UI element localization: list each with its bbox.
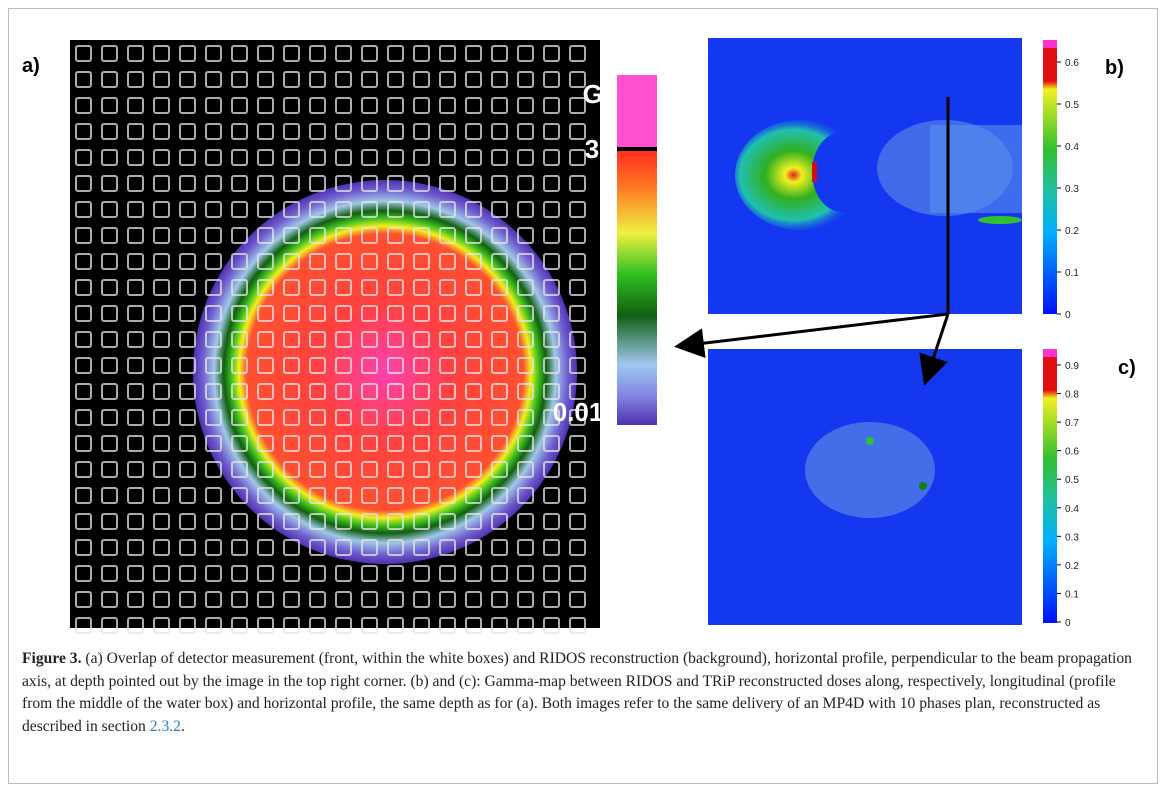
colorbar-tick-label: 0.5 (1065, 100, 1079, 111)
hot-spot (919, 482, 927, 490)
colorbar-tick-label: 0.2 (1065, 561, 1079, 572)
colorbar-top (1043, 40, 1057, 48)
texture-region (930, 125, 1022, 213)
page: Gy 3 0.01 a) b) c) 0 0.1 0.2 0.3 0.4 0.5 0.6 0 0… (0, 0, 1167, 794)
caption-end: . (181, 718, 185, 735)
colorbar-top (617, 75, 657, 147)
caption-text: (a) Overlap of detector measurement (fro… (22, 650, 1132, 735)
colorbar-min: 0.01 (553, 397, 604, 427)
figure: Gy 3 0.01 a) b) c) 0 0.1 0.2 0.3 0.4 0.5 0.6 0 0… (0, 0, 1167, 640)
arrow (680, 314, 948, 346)
green-streak (978, 216, 1022, 224)
blob-notch (812, 132, 872, 212)
colorbar-top (1043, 349, 1057, 357)
colorbar-max: 3 (585, 134, 599, 164)
section-link[interactable]: 2.3.2 (150, 718, 181, 735)
colorbar-tick-label: 0.6 (1065, 447, 1079, 458)
colorbar-tick-label: 0 (1065, 618, 1071, 629)
blob-core (812, 162, 817, 182)
panel-label: b) (1105, 57, 1124, 79)
colorbar-tick-label: 0 (1065, 310, 1071, 321)
colorbar-tick-label: 0.3 (1065, 184, 1079, 195)
colorbar-tick-label: 0.8 (1065, 390, 1079, 401)
caption: Figure 3. (a) Overlap of detector measur… (22, 648, 1132, 738)
colorbar-line (617, 147, 657, 151)
colorbar-tick-label: 0.1 (1065, 268, 1079, 279)
colorbar-tick-label: 0.4 (1065, 504, 1079, 515)
texture-region (805, 422, 935, 518)
colorbar-tick-label: 0.4 (1065, 142, 1079, 153)
colorbar-tick-label: 0.1 (1065, 589, 1079, 600)
colorbar-tick-label: 0.5 (1065, 475, 1079, 486)
colorbar-tick-label: 0.9 (1065, 361, 1079, 372)
caption-label: Figure 3. (22, 650, 81, 667)
colorbar-tick-label: 0.3 (1065, 532, 1079, 543)
colorbar-tick-label: 0.6 (1065, 58, 1079, 69)
panel-label: c) (1118, 357, 1136, 379)
colorbar-a (617, 151, 657, 425)
colorbar-tick-label: 0.2 (1065, 226, 1079, 237)
colorbar-unit: Gy (583, 79, 618, 109)
colorbar-tick-label: 0.7 (1065, 418, 1079, 429)
panel-label: a) (22, 55, 40, 77)
hot-spot (866, 437, 874, 445)
colorbar-c (1043, 349, 1057, 623)
colorbar-b (1043, 40, 1057, 314)
